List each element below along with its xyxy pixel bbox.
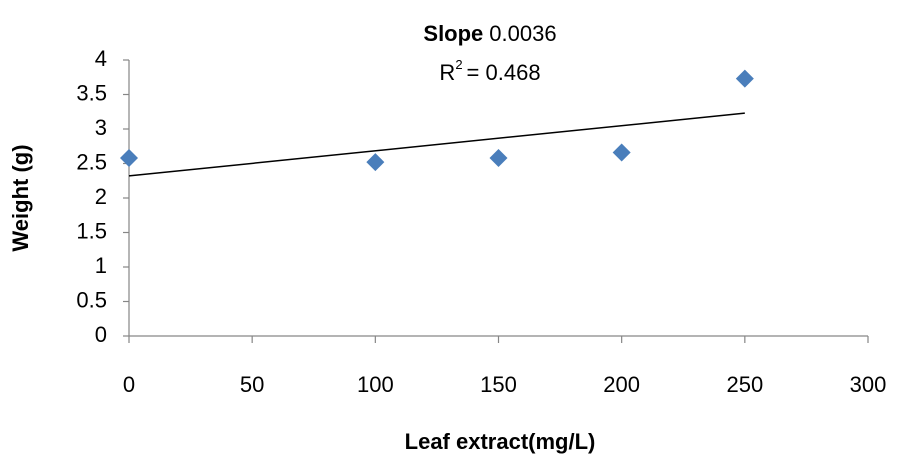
y-tick-label: 1 [95,253,107,278]
x-axis-title: Leaf extract(mg/L) [405,429,596,454]
r2-base: R [439,60,455,85]
point [489,148,508,167]
slope-label: Slope [423,21,483,46]
y-tick-label: 0.5 [76,287,107,312]
x-tick-label: 200 [603,372,640,397]
r2-exp: 2 [455,57,462,72]
y-tick-label: 3 [95,115,107,140]
r-squared: R2 = 0.468 [439,57,540,84]
point [366,153,385,172]
slope-value: 0.0036 [489,21,556,46]
annotation: Slope 0.0036 [423,21,556,46]
y-tick-label: 2.5 [76,149,107,174]
x-tick-label: 150 [480,372,517,397]
y-tick-label: 4 [95,46,107,71]
point [120,148,138,167]
y-axis-title: Weight (g) [8,144,33,251]
y-tick-label: 2 [95,184,107,209]
x-tick-label: 250 [726,372,763,397]
y-tick-label: 1.5 [76,218,107,243]
x-tick-label: 0 [123,372,135,397]
point [612,143,631,162]
r2-value: = 0.468 [467,60,541,85]
x-tick-label: 100 [357,372,394,397]
point [735,69,754,88]
x-tick-label: 50 [240,372,264,397]
trendline [128,112,745,177]
y-tick-label: 0 [95,322,107,347]
x-tick-label: 300 [850,372,887,397]
y-tick-label: 3.5 [76,80,107,105]
